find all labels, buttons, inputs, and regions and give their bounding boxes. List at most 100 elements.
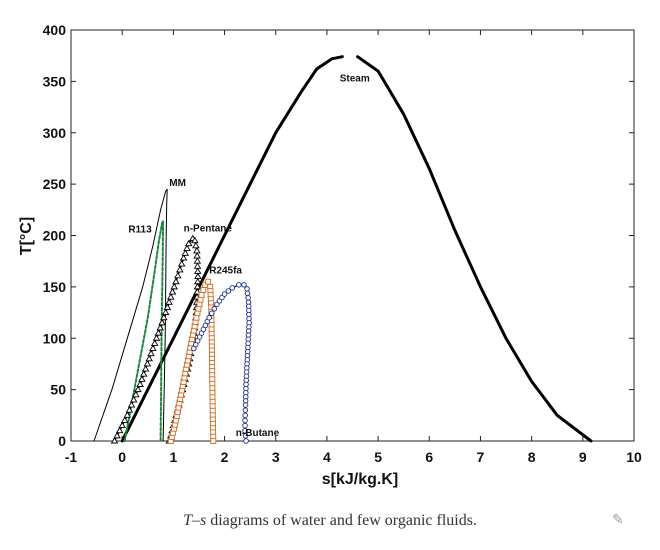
data-point-r245fa <box>200 287 207 293</box>
data-point-n-pentane <box>160 313 168 321</box>
data-point-n-pentane <box>174 271 182 279</box>
data-point-n-butane <box>225 288 232 294</box>
data-point-n-pentane <box>193 247 201 254</box>
series-mm <box>93 188 168 442</box>
x-tick-label: 6 <box>425 449 433 465</box>
data-point-n-pentane <box>127 401 136 408</box>
data-point-n-pentane <box>129 396 138 403</box>
data-point-n-pentane <box>175 266 184 273</box>
data-point-n-butane <box>242 412 248 419</box>
data-point-n-pentane <box>132 390 140 398</box>
series-line-r113 <box>123 220 165 442</box>
data-point-n-pentane <box>158 318 166 326</box>
series-steam <box>120 55 593 443</box>
x-tick-label: 8 <box>528 449 536 465</box>
data-point-n-pentane <box>192 241 200 249</box>
data-point-n-pentane <box>145 354 154 362</box>
data-point-n-pentane <box>193 267 202 274</box>
data-point-n-butane <box>208 310 215 316</box>
y-tick-label: 400 <box>43 22 67 38</box>
x-tick-label: 3 <box>272 449 280 465</box>
data-point-n-pentane <box>149 344 157 351</box>
data-point-r245fa <box>205 278 212 285</box>
y-tick-label: 0 <box>58 433 66 449</box>
data-point-n-pentane <box>113 431 121 439</box>
y-tick-label: 300 <box>43 125 67 141</box>
annotation-n-pentane: n-Pentane <box>184 223 233 234</box>
caption-text: diagrams of water and few organic fluids… <box>206 512 477 529</box>
data-point-n-pentane <box>193 257 202 264</box>
data-point-n-pentane <box>163 303 172 310</box>
x-tick-label: 2 <box>221 449 229 465</box>
caption-symbol-t: T <box>183 512 192 529</box>
data-point-n-pentane <box>138 375 146 382</box>
data-point-n-pentane <box>194 272 202 280</box>
data-point-n-butane <box>242 433 249 439</box>
data-point-n-pentane <box>193 262 202 269</box>
data-point-n-butane <box>229 285 235 291</box>
data-point-n-pentane <box>110 437 119 444</box>
data-point-n-butane <box>211 306 218 312</box>
data-point-r245fa <box>210 438 217 444</box>
data-point-n-pentane <box>152 334 161 341</box>
data-point-n-pentane <box>165 298 173 305</box>
annotation-r113: R113 <box>128 224 152 235</box>
data-point-n-pentane <box>143 360 152 367</box>
figure-caption: T–s diagrams of water and few organic fl… <box>0 512 660 530</box>
data-point-n-pentane <box>156 324 164 331</box>
data-point-n-butane <box>242 417 248 424</box>
data-point-n-pentane <box>177 260 186 267</box>
data-point-n-pentane <box>184 239 193 247</box>
annotation-mm: MM <box>169 178 186 189</box>
data-point-n-pentane <box>141 365 150 372</box>
data-point-n-butane <box>206 314 212 321</box>
series-n-butane <box>191 282 252 444</box>
data-point-n-pentane <box>193 277 202 285</box>
data-point-n-pentane <box>118 421 126 429</box>
data-point-n-butane <box>244 290 251 297</box>
series-line-mm <box>93 188 168 442</box>
y-tick-label: 150 <box>43 279 67 295</box>
x-tick-label: 0 <box>118 449 126 465</box>
caption-dash: – <box>191 512 200 529</box>
data-point-n-pentane <box>179 254 188 261</box>
y-axis-label: T[°C] <box>18 217 35 255</box>
data-point-n-pentane <box>136 380 144 387</box>
data-point-n-pentane <box>125 406 134 413</box>
caption-symbol-s: s <box>199 512 207 529</box>
watermark-icon: ✎ <box>612 512 624 528</box>
data-point-n-pentane <box>139 370 148 377</box>
data-point-n-pentane <box>120 416 129 423</box>
data-point-n-pentane <box>193 252 201 259</box>
series-r113 <box>123 220 165 442</box>
x-tick-label: 1 <box>169 449 177 465</box>
x-tick-label: 10 <box>626 449 642 465</box>
annotation-steam: Steam <box>340 73 370 84</box>
data-point-n-pentane <box>167 293 175 300</box>
y-tick-label: 50 <box>50 382 66 398</box>
data-point-n-butane <box>236 282 242 288</box>
y-tick-label: 100 <box>43 330 67 346</box>
data-point-n-butane <box>221 291 228 297</box>
y-tick-label: 250 <box>43 176 67 192</box>
data-point-n-pentane <box>134 385 142 393</box>
data-point-r245fa <box>198 292 205 299</box>
data-point-n-butane <box>241 282 247 288</box>
series-line-steam <box>356 55 593 443</box>
data-point-n-butane <box>243 438 249 444</box>
data-point-n-butane <box>242 402 249 408</box>
x-tick-label: 7 <box>477 449 485 465</box>
x-axis-label: s[kJ/kg.K] <box>322 471 398 488</box>
data-point-n-pentane <box>191 236 199 244</box>
data-point-n-pentane <box>115 426 124 434</box>
data-point-n-butane <box>242 427 248 434</box>
annotation-r245fa: R245fa <box>209 266 242 277</box>
data-point-n-butane <box>242 407 249 413</box>
x-tick-label: -1 <box>65 449 78 465</box>
y-tick-label: 200 <box>43 228 67 244</box>
data-point-n-pentane <box>161 308 170 316</box>
x-tick-label: 9 <box>579 449 587 465</box>
annotation-n-butane: n-Butane <box>236 428 280 439</box>
y-tick-label: 350 <box>43 73 67 89</box>
data-point-n-pentane <box>147 349 155 357</box>
